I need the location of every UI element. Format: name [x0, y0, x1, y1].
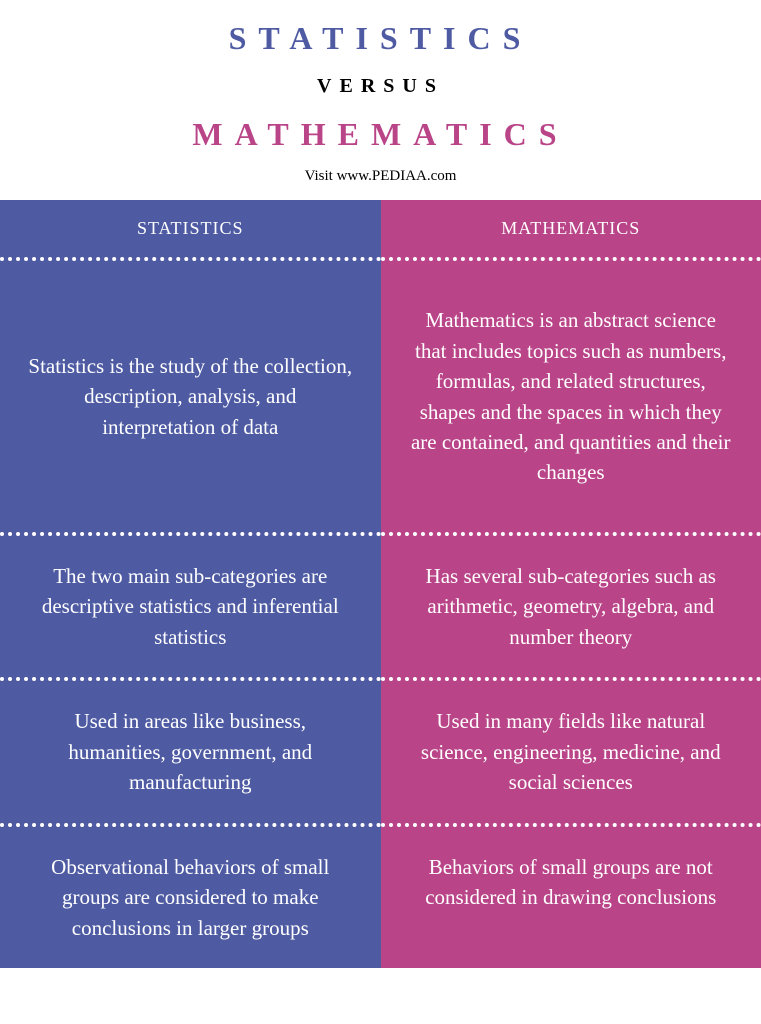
right-column: MATHEMATICS Mathematics is an abstract s…: [381, 200, 761, 968]
right-cell-subcategories: Has several sub-categories such as arith…: [381, 532, 761, 677]
subtitle-link: Visit www.PEDIAA.com: [20, 168, 741, 185]
left-column: STATISTICS Statistics is the study of th…: [0, 200, 381, 968]
comparison-table: STATISTICS Statistics is the study of th…: [0, 200, 761, 968]
left-cell-definition: Statistics is the study of the collectio…: [0, 257, 381, 532]
left-column-header: STATISTICS: [0, 200, 381, 257]
header-section: STATISTICS VERSUS MATHEMATICS Visit www.…: [0, 0, 761, 200]
title-mathematics: MATHEMATICS: [20, 116, 741, 153]
left-cell-usage: Used in areas like business, humanities,…: [0, 677, 381, 822]
right-cell-behaviors: Behaviors of small groups are not consid…: [381, 823, 761, 938]
left-cell-behaviors: Observational behaviors of small groups …: [0, 823, 381, 968]
title-statistics: STATISTICS: [20, 20, 741, 57]
right-cell-usage: Used in many fields like natural science…: [381, 677, 761, 822]
left-cell-subcategories: The two main sub-categories are descript…: [0, 532, 381, 677]
title-versus: VERSUS: [20, 75, 741, 98]
right-cell-definition: Mathematics is an abstract science that …: [381, 257, 761, 532]
right-column-header: MATHEMATICS: [381, 200, 761, 257]
